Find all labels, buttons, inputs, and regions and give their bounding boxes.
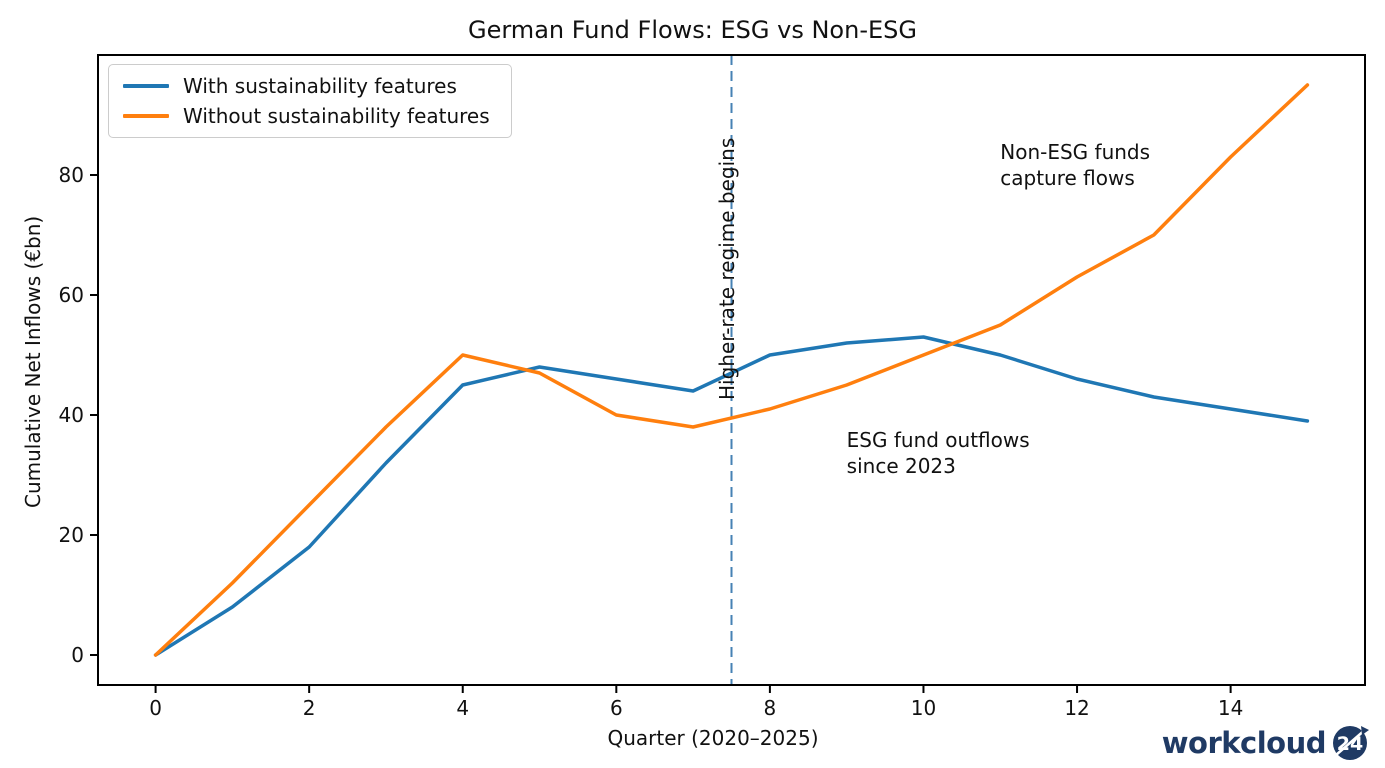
x-tick-label: 12 [1064, 696, 1089, 720]
workcloud24-logo: workcloud 24 [1162, 724, 1369, 762]
logo-wordmark: workcloud [1161, 726, 1327, 760]
legend-line-swatch [123, 84, 169, 88]
x-tick-label: 4 [456, 696, 469, 720]
y-tick-label: 0 [71, 643, 84, 667]
annotation-non-esg-capture-flows: Non-ESG funds capture flows [1000, 140, 1151, 191]
y-tick-label: 20 [59, 523, 84, 547]
y-tick-label: 80 [59, 163, 84, 187]
logo-24-badge-icon: 24 [1333, 726, 1369, 760]
legend-label: Without sustainability features [183, 104, 490, 128]
axes-frame [97, 54, 1366, 686]
x-axis-label: Quarter (2020–2025) [607, 726, 819, 750]
y-tick-label: 60 [59, 283, 84, 307]
x-tick-label: 6 [610, 696, 623, 720]
legend-item: Without sustainability features [123, 104, 497, 128]
legend-line-swatch [123, 114, 169, 118]
chart-title: German Fund Flows: ESG vs Non-ESG [468, 16, 917, 44]
x-tick-label: 0 [149, 696, 162, 720]
legend-item: With sustainability features [123, 74, 497, 98]
x-tick-label: 8 [764, 696, 777, 720]
x-tick-label: 10 [911, 696, 936, 720]
y-axis-label: Cumulative Net Inflows (€bn) [21, 215, 45, 508]
series-line-0 [153, 335, 1310, 657]
logo-badge-number: 24 [1337, 733, 1363, 755]
x-tick-label: 14 [1218, 696, 1243, 720]
x-tick-label: 2 [303, 696, 316, 720]
series-line-1 [153, 83, 1310, 657]
y-tick-label: 40 [59, 403, 84, 427]
annotation-esg-fund-outflows: ESG fund outflows since 2023 [846, 428, 1030, 479]
legend: With sustainability features Without sust… [108, 64, 512, 138]
legend-label: With sustainability features [183, 74, 457, 98]
vline-annotation-label: Higher-rate regime begins [715, 137, 740, 400]
